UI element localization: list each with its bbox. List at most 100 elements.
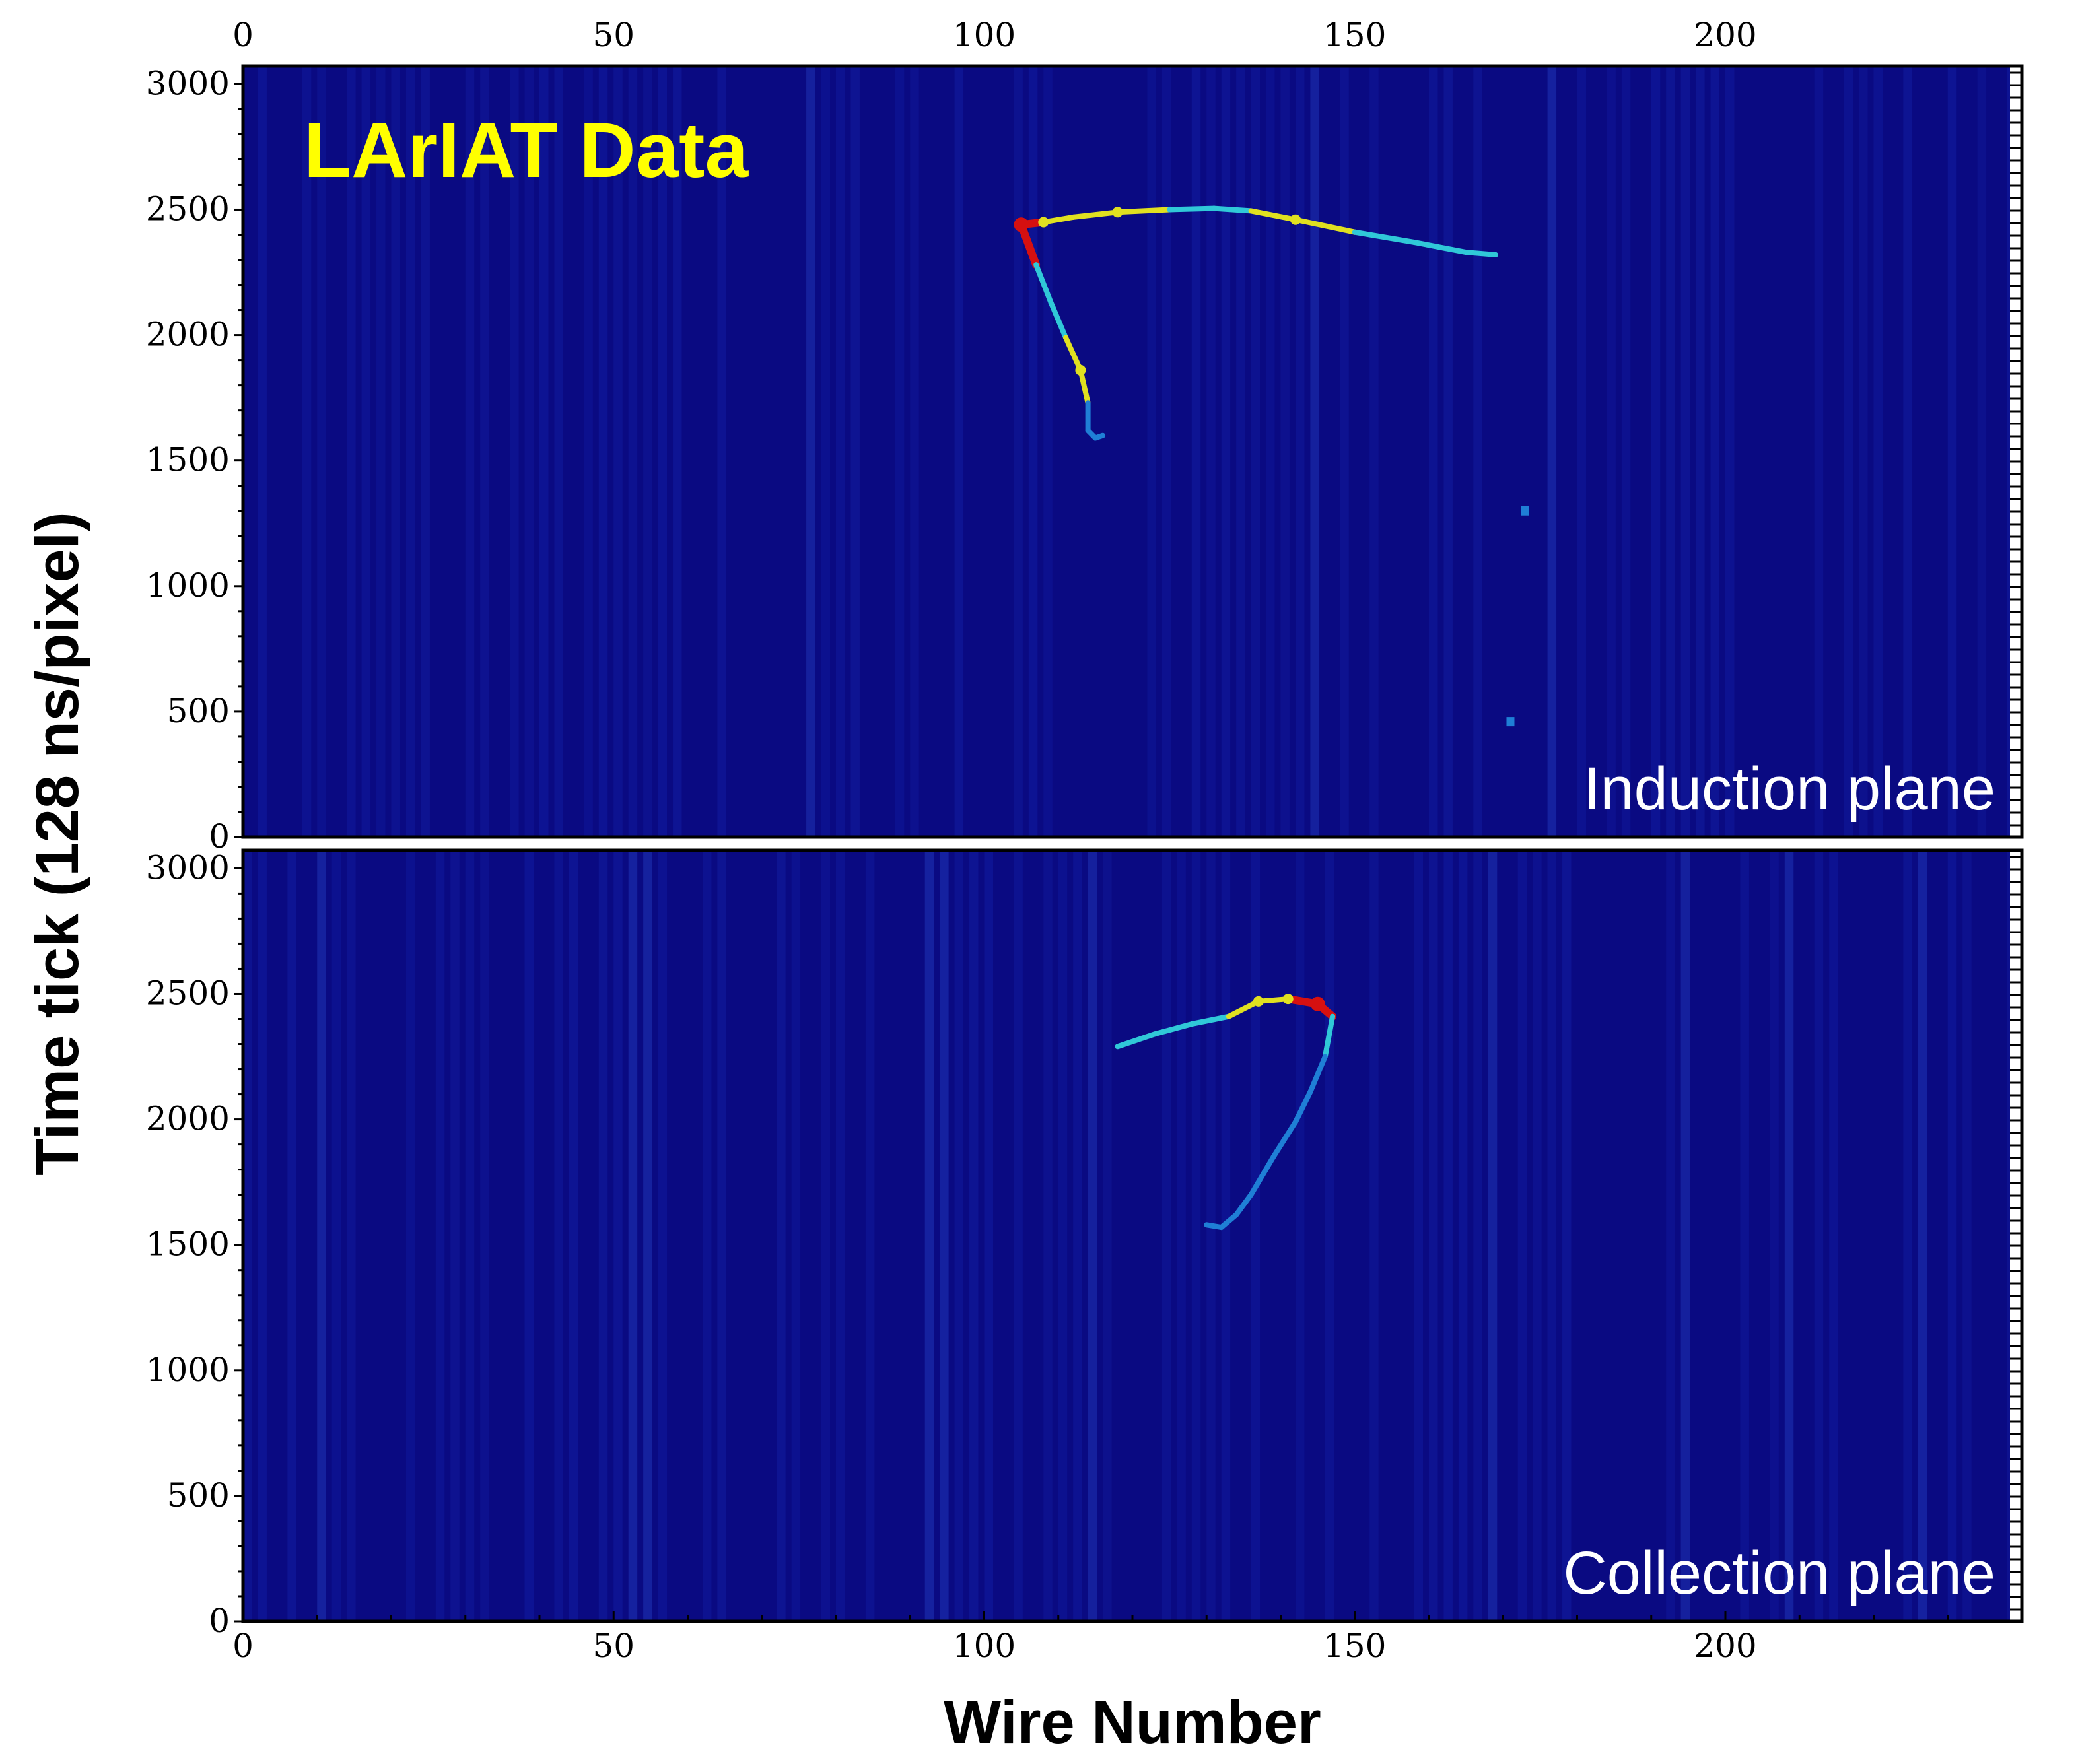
induction-plane-label: Induction plane: [1583, 755, 1995, 823]
noise-stripe: [1473, 66, 1482, 837]
noise-stripe: [1340, 66, 1349, 837]
noise-stripe: [510, 66, 519, 837]
y-tick-label: 2000: [146, 1100, 230, 1138]
noise-stripe: [1221, 66, 1231, 837]
noise-stripe: [1251, 850, 1261, 1621]
noise-stripe: [1873, 66, 1883, 837]
x-tick-label: 100: [953, 16, 1016, 54]
charge-deposit: [1014, 217, 1029, 232]
noise-stripe: [1947, 66, 1957, 837]
noise-stripe: [405, 66, 415, 837]
noise-stripe: [1443, 66, 1453, 837]
bottom-x-axis-ticks: 0 50 100 150 200: [232, 1611, 2023, 1665]
noise-stripe: [1043, 850, 1053, 1621]
noise-stripe: [1903, 66, 1912, 837]
noise-stripe: [1369, 66, 1379, 837]
noise-stripe: [317, 850, 326, 1621]
noise-stripe: [347, 66, 356, 837]
noise-stripe: [1429, 850, 1438, 1621]
x-tick-label: 50: [592, 1627, 635, 1665]
noise-stripe: [1947, 850, 1957, 1621]
noise-stripe: [1562, 850, 1572, 1621]
noise-stripe: [1266, 66, 1275, 837]
induction-plane-noise: [258, 66, 2017, 837]
noise-stripe: [1325, 850, 1334, 1621]
noise-stripe: [673, 66, 682, 837]
noise-stripe: [1236, 66, 1245, 837]
noise-stripe: [480, 850, 489, 1621]
noise-stripe: [1073, 850, 1082, 1621]
noise-stripe: [435, 850, 445, 1621]
induction-plane-frame: [241, 64, 2024, 839]
noise-stripe: [1088, 850, 1097, 1621]
noise-stripe: [1533, 850, 1542, 1621]
noise-stripe: [1680, 66, 1690, 837]
charge-deposit: [1112, 207, 1123, 218]
collection-plane-y-ticks: 0 500 1000 1500 2000 2500 3000: [146, 848, 243, 1640]
noise-stripe: [1473, 850, 1482, 1621]
noise-stripe: [317, 66, 326, 837]
noise-stripe: [1191, 850, 1201, 1621]
noise-stripe: [1517, 850, 1527, 1621]
noise-stripe: [836, 66, 845, 837]
noise-stripe: [658, 850, 668, 1621]
y-tick-label: 500: [167, 692, 230, 730]
charge-deposit: [1310, 996, 1325, 1011]
y-tick-label: 2500: [146, 974, 230, 1012]
noise-stripe: [1295, 66, 1305, 837]
y-tick-label: 1000: [146, 1351, 230, 1389]
noise-stripe: [836, 850, 845, 1621]
track-segment: [1322, 1013, 1336, 1060]
noise-stripe: [1043, 66, 1053, 837]
track-segment: [1248, 208, 1298, 222]
noise-stripe: [1651, 66, 1661, 837]
noise-stripe: [465, 66, 475, 837]
noise-stripe: [1814, 850, 1824, 1621]
noise-stripe: [584, 66, 593, 837]
noise-stripe: [1725, 66, 1735, 837]
track-segment: [1092, 432, 1106, 441]
y-tick-label: 3000: [146, 848, 230, 887]
track-segment: [1078, 367, 1091, 406]
induction-plane-tracks: [1014, 205, 1529, 727]
induction-plane-right-scale: [2010, 66, 2022, 837]
x-tick-label: 0: [232, 1627, 254, 1665]
noise-stripe: [791, 850, 801, 1621]
charge-deposit: [1075, 364, 1086, 376]
x-tick-label: 150: [1323, 1627, 1386, 1665]
noise-stripe: [1058, 850, 1068, 1621]
track-segment: [1293, 217, 1358, 235]
noise-stripe: [1429, 66, 1438, 837]
noise-stripe: [554, 66, 563, 837]
noise-stripe: [643, 850, 652, 1621]
noise-stripe: [391, 66, 400, 837]
noise-stripe: [1621, 66, 1631, 837]
noise-stripe: [821, 66, 831, 837]
isolated-hit: [1506, 717, 1515, 727]
noise-stripe: [1147, 66, 1156, 837]
noise-stripe: [1443, 850, 1453, 1621]
noise-stripe: [450, 850, 460, 1621]
noise-stripe: [1177, 850, 1186, 1621]
track-segment: [1293, 1089, 1313, 1125]
noise-stripe: [1161, 850, 1171, 1621]
noise-stripe: [984, 850, 993, 1621]
noise-stripe: [1251, 66, 1261, 837]
noise-stripe: [613, 66, 623, 837]
noise-stripe: [1014, 850, 1023, 1621]
x-tick-label: 200: [1694, 1627, 1756, 1665]
track-segment: [1070, 209, 1121, 220]
noise-stripe: [554, 850, 563, 1621]
noise-stripe: [1770, 850, 1779, 1621]
noise-stripe: [1458, 850, 1468, 1621]
noise-stripe: [243, 850, 252, 1621]
noise-stripe: [1784, 850, 1794, 1621]
noise-stripe: [895, 66, 905, 837]
y-tick-label: 0: [209, 817, 230, 856]
lariat-data-label: LArIAT Data: [304, 107, 749, 194]
charge-deposit: [1253, 996, 1264, 1007]
noise-stripe: [524, 850, 534, 1621]
noise-stripe: [1844, 66, 1853, 837]
noise-stripe: [1028, 66, 1038, 837]
